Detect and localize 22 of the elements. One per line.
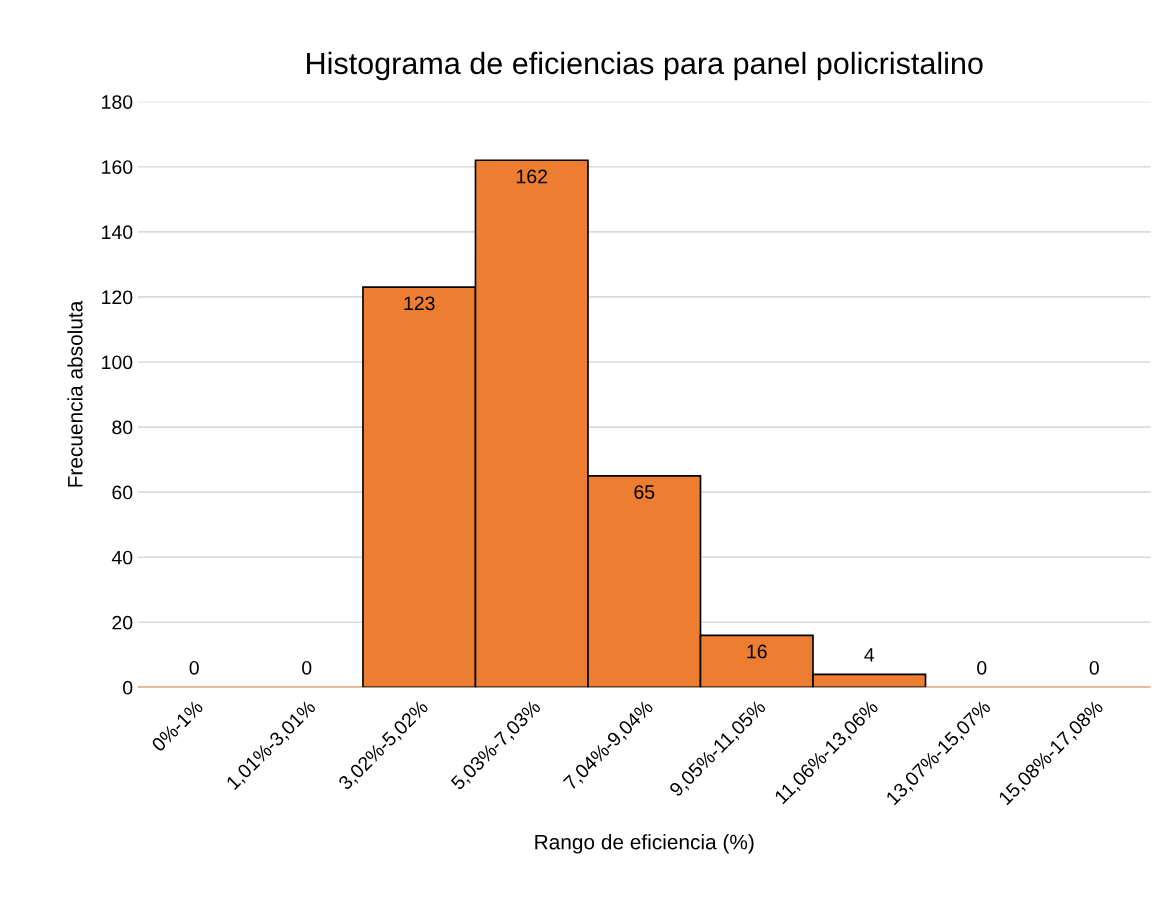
chart-title: Histograma de eficiencias para panel policristalino [307,51,983,81]
data-label: 0 [977,660,987,675]
y-tick-label: 180 [102,95,133,109]
y-tick-label: 60 [112,485,133,500]
data-label: 0 [189,660,199,675]
data-label: 4 [864,648,875,662]
data-label: 16 [747,644,767,659]
y-tick-label: 160 [102,160,133,175]
y-axis-title: Frecuencia absoluta [67,300,83,487]
x-axis-title: Rango de eficiencia (%) [535,834,754,854]
data-label: 0 [302,660,312,675]
data-label: 0 [1089,660,1099,675]
data-label: 65 [634,485,655,499]
y-tick-label: 20 [112,615,133,630]
y-tick-label: 40 [111,550,133,565]
y-tick-label: 80 [112,420,133,435]
data-label: 162 [516,169,547,184]
y-tick-label: 0 [123,680,133,695]
y-tick-label: 120 [102,290,133,305]
data-label: 123 [404,296,435,311]
y-tick-label: 140 [102,225,133,240]
y-tick-label: 100 [102,355,133,370]
